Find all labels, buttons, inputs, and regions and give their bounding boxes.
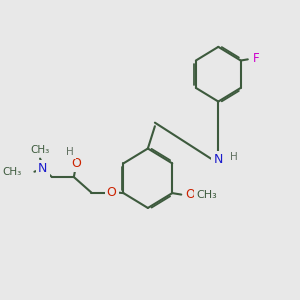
Text: O: O [107,186,117,199]
Text: N: N [38,162,48,175]
Text: CH₃: CH₃ [2,167,21,177]
Text: CH₃: CH₃ [30,145,50,155]
Text: N: N [214,153,223,166]
Text: H: H [230,152,238,162]
Text: O: O [71,157,81,169]
Text: H: H [66,147,74,157]
Text: O: O [185,188,195,201]
Text: CH₃: CH₃ [196,190,217,200]
Text: F: F [253,52,259,65]
